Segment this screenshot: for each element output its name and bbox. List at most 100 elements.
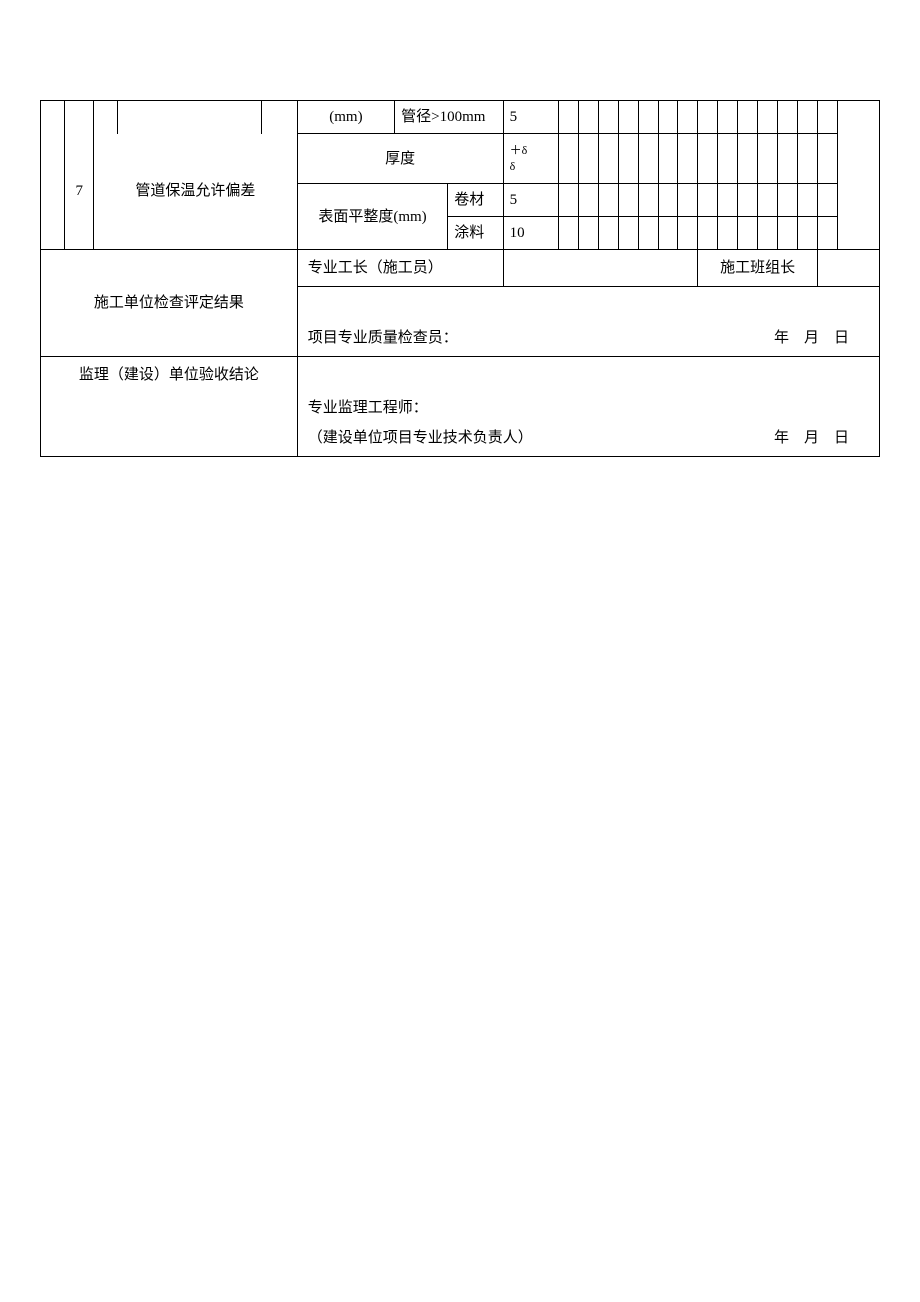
date-year-2: 年 [774, 430, 789, 446]
grid-cell [598, 217, 618, 250]
grid-cell [698, 217, 718, 250]
cell-blank-right [837, 101, 879, 250]
grid-cell [817, 101, 837, 134]
grid-cell [778, 217, 798, 250]
cell-val: 5 [503, 101, 558, 134]
cell-team-leader-value [817, 250, 879, 287]
cell-team-leader-label: 施工班组长 [698, 250, 818, 287]
grid-cell [758, 101, 778, 134]
grid-cell [738, 217, 758, 250]
cell-flatness-sub2: 涂料 [448, 217, 503, 250]
delta-top: ＋δ [510, 143, 552, 159]
grid-cell [817, 184, 837, 217]
cell-idx: 7 [65, 134, 94, 250]
grid-cell [558, 217, 578, 250]
inspector-label: 项目专业质量检查员： [308, 330, 458, 346]
date-line-2: 年 月 日 [774, 426, 869, 450]
grid-cell [797, 101, 817, 134]
grid-cell [718, 184, 738, 217]
grid-cell [738, 134, 758, 184]
grid-cell [558, 134, 578, 184]
grid-cell [678, 134, 698, 184]
table-row: 7 管道保温允许偏差 厚度 ＋δ δ [41, 134, 880, 184]
grid-cell [598, 134, 618, 184]
date-year: 年 [774, 330, 789, 346]
cell-blank-left [41, 101, 65, 250]
cell-flatness-label: 表面平整度(mm) [297, 184, 448, 250]
cell-supervision-signature: 专业监理工程师： （建设单位项目专业技术负责人） 年 月 日 [297, 357, 879, 457]
date-line: 年 月 日 [774, 326, 869, 350]
grid-cell [817, 217, 837, 250]
tech-leader-line: （建设单位项目专业技术负责人） 年 月 日 [308, 426, 869, 450]
grid-cell [678, 101, 698, 134]
grid-cell [797, 134, 817, 184]
grid-cell [758, 134, 778, 184]
cell-inspector-signature: 项目专业质量检查员： 年 月 日 [297, 287, 879, 357]
grid-cell [778, 134, 798, 184]
grid-cell [678, 217, 698, 250]
cell-flatness-sub1: 卷材 [448, 184, 503, 217]
grid-cell [638, 134, 658, 184]
grid-cell [738, 184, 758, 217]
delta-bot: δ [510, 159, 552, 175]
cell-blank [262, 101, 297, 134]
grid-cell [578, 134, 598, 184]
grid-cell [658, 101, 678, 134]
grid-cell [618, 134, 638, 184]
grid-cell [558, 101, 578, 134]
cell-foreman-label: 专业工长（施工员） [297, 250, 503, 287]
grid-cell [797, 217, 817, 250]
grid-cell [618, 101, 638, 134]
grid-cell [817, 134, 837, 184]
grid-cell [797, 184, 817, 217]
table-row: (mm) 管径>100mm 5 [41, 101, 880, 134]
grid-cell [738, 101, 758, 134]
grid-cell [558, 184, 578, 217]
date-day: 日 [834, 330, 849, 346]
cell-thickness-label: 厚度 [297, 134, 503, 184]
grid-cell [618, 184, 638, 217]
grid-cell [698, 134, 718, 184]
document-container: (mm) 管径>100mm 5 7 管道保温允许偏差 厚度 ＋δ δ [40, 100, 880, 457]
grid-cell [758, 217, 778, 250]
cell-flatness-sub2-val: 10 [503, 217, 558, 250]
cell-mm: (mm) [297, 101, 394, 134]
grid-cell [778, 184, 798, 217]
grid-cell [658, 217, 678, 250]
grid-cell [598, 184, 618, 217]
engineer-label: 专业监理工程师： [308, 396, 869, 420]
grid-cell [618, 217, 638, 250]
cell-thickness-val: ＋δ δ [503, 134, 558, 184]
grid-cell [718, 101, 738, 134]
grid-cell [698, 101, 718, 134]
cell-blank [65, 101, 94, 134]
cell-supervision-title: 监理（建设）单位验收结论 [41, 357, 298, 457]
cell-blank [118, 101, 262, 134]
grid-cell [658, 134, 678, 184]
grid-cell [698, 184, 718, 217]
cell-spec: 管径>100mm [395, 101, 503, 134]
grid-cell [718, 134, 738, 184]
cell-blank [94, 101, 118, 134]
grid-cell [598, 101, 618, 134]
cell-desc: 管道保温允许偏差 [94, 134, 298, 250]
table-row-supervision: 监理（建设）单位验收结论 专业监理工程师： （建设单位项目专业技术负责人） 年 … [41, 357, 880, 457]
inspection-table: (mm) 管径>100mm 5 7 管道保温允许偏差 厚度 ＋δ δ [40, 100, 880, 457]
cell-inspection-title: 施工单位检查评定结果 [41, 250, 298, 357]
grid-cell [758, 184, 778, 217]
date-month-2: 月 [804, 430, 819, 446]
grid-cell [778, 101, 798, 134]
grid-cell [658, 184, 678, 217]
date-day-2: 日 [834, 430, 849, 446]
grid-cell [578, 101, 598, 134]
grid-cell [678, 184, 698, 217]
grid-cell [578, 184, 598, 217]
grid-cell [638, 101, 658, 134]
grid-cell [638, 184, 658, 217]
date-month: 月 [804, 330, 819, 346]
tech-leader-label: （建设单位项目专业技术负责人） [308, 430, 533, 446]
grid-cell [718, 217, 738, 250]
table-row-inspection-header: 施工单位检查评定结果 专业工长（施工员） 施工班组长 [41, 250, 880, 287]
grid-cell [638, 217, 658, 250]
cell-foreman-value [503, 250, 698, 287]
